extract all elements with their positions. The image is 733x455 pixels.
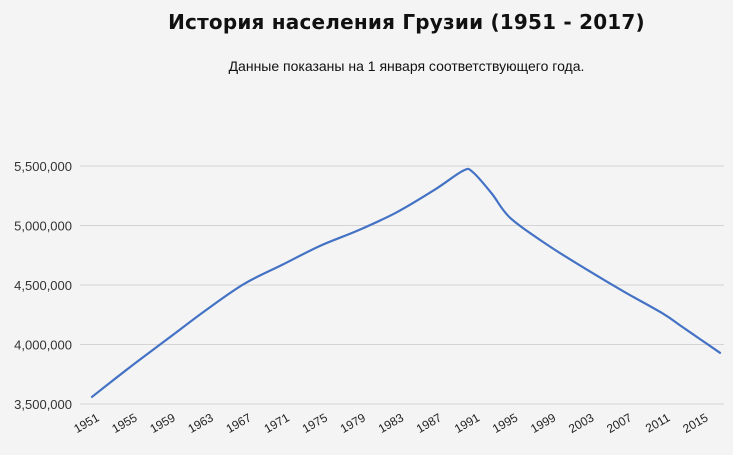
- data-point: [433, 188, 437, 192]
- y-tick-label: 4,500,000: [14, 278, 72, 293]
- y-tick-label: 5,500,000: [14, 159, 72, 174]
- data-point: [204, 308, 208, 312]
- x-tick-label: 1951: [71, 410, 101, 436]
- data-point: [471, 170, 475, 174]
- population-series-line: [90, 167, 722, 398]
- y-axis-ticks: 3,500,000 4,000,000 4,500,000 5,000,000 5,50…: [14, 159, 72, 412]
- data-point: [699, 338, 703, 342]
- data-point: [509, 216, 513, 220]
- data-point: [166, 337, 170, 341]
- series-layer: [90, 167, 722, 399]
- data-point: [356, 228, 360, 232]
- x-tick-label: 2011: [643, 410, 673, 435]
- x-tick-label: 1987: [414, 410, 444, 436]
- x-tick-label: 1995: [490, 410, 520, 436]
- gridlines: [80, 165, 724, 405]
- x-tick-label: 1967: [224, 410, 254, 436]
- x-tick-label: 2007: [604, 410, 634, 436]
- x-tick-label: 2003: [566, 410, 596, 436]
- data-point: [490, 191, 494, 195]
- y-tick-label: 4,000,000: [14, 338, 72, 353]
- x-tick-label: 1963: [186, 410, 216, 436]
- data-point: [90, 395, 94, 399]
- x-tick-label: 1983: [376, 410, 406, 436]
- x-tick-label: 1955: [109, 410, 139, 436]
- data-point: [461, 169, 465, 173]
- y-tick-label: 3,500,000: [14, 397, 72, 412]
- x-tick-label: 2015: [680, 410, 710, 436]
- chart-title: История населения Грузии (1951 - 2017): [168, 10, 645, 34]
- data-point: [623, 290, 627, 294]
- data-point: [128, 365, 132, 369]
- x-tick-label: 1971: [262, 410, 292, 436]
- x-tick-label: 1991: [452, 410, 482, 436]
- x-tick-label: 1999: [528, 410, 558, 436]
- data-point: [585, 268, 589, 272]
- data-point: [394, 210, 398, 214]
- x-tick-label: 1975: [300, 410, 330, 436]
- chart-subtitle: Данные показаны на 1 января соответствую…: [228, 58, 585, 74]
- data-point: [318, 244, 322, 248]
- x-tick-label: 1959: [147, 410, 177, 436]
- data-point: [680, 325, 684, 329]
- data-point: [242, 282, 246, 286]
- data-point: [547, 244, 551, 248]
- x-axis-ticks: 1951 1955 1959 1963 1967 1971 1975 1979 1983 1987…: [71, 410, 710, 436]
- x-tick-label: 1979: [338, 410, 368, 436]
- data-point: [280, 263, 284, 267]
- y-tick-label: 5,000,000: [14, 219, 72, 234]
- data-point: [718, 351, 722, 355]
- data-point: [661, 312, 665, 316]
